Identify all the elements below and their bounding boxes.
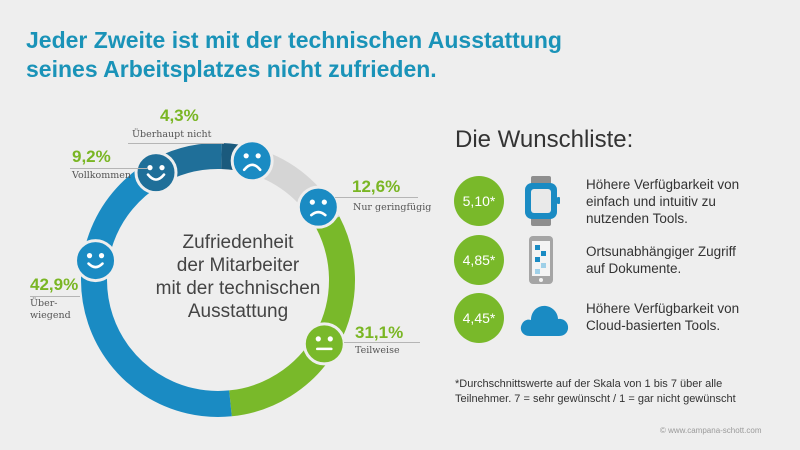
center-line: Zufriedenheit	[182, 232, 294, 253]
leader-line	[335, 197, 418, 198]
cat-label-vollkommen: Vollkommen	[72, 170, 132, 181]
title-line-1: Jeder Zweite ist mit der technischen Aus…	[26, 27, 562, 53]
wish-text: Ortsunabhängiger Zugriff auf Dokumente.	[586, 243, 786, 277]
pct-label-ueberhaupt-nicht: 4,3%	[160, 106, 199, 125]
donut-center-label: Zufriedenheit der Mitarbeiter mit der te…	[128, 231, 348, 323]
footnote: *Durchschnittswerte auf der Skala von 1 …	[455, 377, 785, 407]
satisfaction-donut-chart	[74, 139, 355, 417]
wish-text-line: Höhere Verfügbarkeit von	[586, 301, 740, 316]
center-line: Ausstattung	[187, 301, 289, 322]
score-badge: 5,10*	[454, 176, 504, 226]
footnote-line: *Durchschnittswerte auf der Skala von 1 …	[455, 378, 723, 390]
smartphone-icon	[529, 236, 553, 284]
leader-line	[128, 143, 224, 144]
pct-label-nur-geringfuegig: 12,6%	[352, 177, 401, 196]
cat-label-ueberwiegend: Über- wiegend	[30, 298, 71, 321]
copyright: © www.campana-schott.com	[660, 426, 762, 435]
page-title: Jeder Zweite ist mit der technischen Aus…	[26, 26, 626, 84]
cloud-icon	[520, 305, 569, 336]
leader-line	[30, 296, 80, 297]
center-line: der Mitarbeiter	[176, 255, 300, 276]
smartwatch-icon	[525, 176, 560, 226]
wish-text-line: auf Dokumente.	[586, 261, 682, 276]
footnote-line: Teilnehmer. 7 = sehr gewünscht / 1 = gar…	[455, 393, 736, 405]
wish-text-line: Ortsunabhängiger Zugriff	[586, 244, 736, 259]
wish-text-line: Cloud-basierten Tools.	[586, 318, 721, 333]
cat-label-nur-geringfuegig: Nur geringfügig	[353, 202, 432, 213]
pct-label-teilweise: 31,1%	[355, 323, 404, 342]
smiley-happy-icon	[74, 239, 118, 283]
wish-text: Höhere Verfügbarkeit von einfach und int…	[586, 176, 786, 227]
donut-slice	[81, 163, 232, 417]
score-badge: 4,85*	[454, 235, 504, 285]
leader-line	[344, 342, 420, 343]
wish-text: Höhere Verfügbarkeit von Cloud-basierten…	[586, 300, 786, 334]
title-line-2: seines Arbeitsplatzes nicht zufrieden.	[26, 56, 437, 82]
wish-text-line: nutzenden Tools.	[586, 211, 688, 226]
smiley-very-sad-icon	[230, 139, 274, 183]
smiley-very-happy-icon	[134, 151, 178, 195]
pct-label-vollkommen: 9,2%	[72, 147, 111, 166]
center-line: mit der technischen	[155, 278, 321, 299]
smiley-sad-icon	[296, 185, 340, 229]
wishlist-title: Die Wunschliste:	[455, 126, 634, 153]
wish-text-line: Höhere Verfügbarkeit von	[586, 177, 740, 192]
cat-label-teilweise: Teilweise	[355, 345, 400, 356]
pct-label-ueberwiegend: 42,9%	[30, 275, 79, 294]
leader-line	[70, 168, 148, 169]
score-badge: 4,45*	[454, 293, 504, 343]
wish-text-line: einfach und intuitiv zu	[586, 194, 716, 209]
cat-label-ueberhaupt-nicht: Überhaupt nicht	[132, 129, 212, 140]
smiley-neutral-icon	[302, 322, 346, 366]
